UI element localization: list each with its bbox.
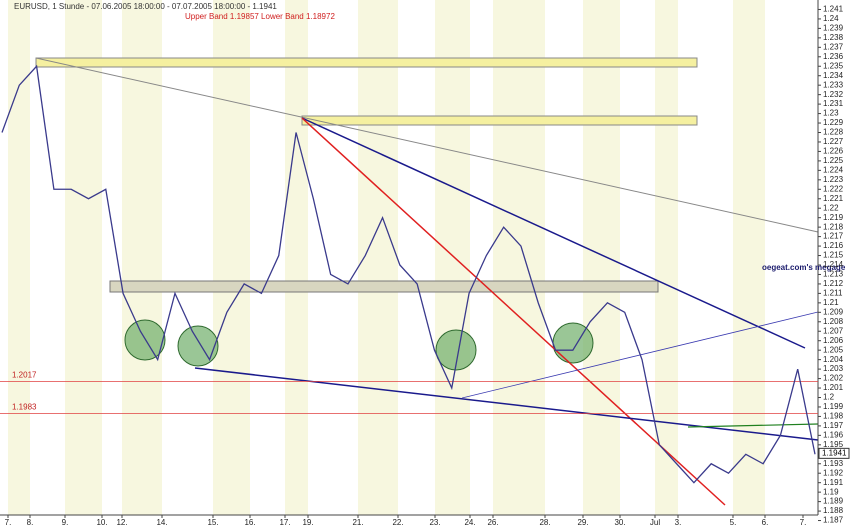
last-price-box xyxy=(818,447,850,459)
resistance-box xyxy=(35,57,698,68)
y-tick-label: 1.21 xyxy=(823,298,839,307)
x-tick-label: Jul xyxy=(650,518,660,527)
y-tick-label: 1.211 xyxy=(823,289,843,298)
y-tick-label: 1.202 xyxy=(823,374,844,383)
x-tick-label: 7. xyxy=(5,518,12,527)
annotation: oegeat.com's megage xyxy=(762,263,846,272)
level-label: 1.1983 xyxy=(12,403,37,412)
day-stripes xyxy=(8,0,765,515)
y-tick-label: 1.234 xyxy=(823,71,844,80)
y-tick-label: 1.205 xyxy=(823,345,844,354)
y-tick-label: 1.204 xyxy=(823,355,844,364)
y-tick-label: 1.203 xyxy=(823,364,844,373)
y-tick-label: 1.187 xyxy=(823,516,844,525)
x-tick-label: 5. xyxy=(730,518,737,527)
y-tick-label: 1.228 xyxy=(823,128,844,137)
trendlines xyxy=(35,57,819,506)
level-label: 1.2017 xyxy=(12,371,37,380)
x-tick-label: 7. xyxy=(800,518,807,527)
x-tick-label: 14. xyxy=(156,518,167,527)
x-tick-label: 23. xyxy=(429,518,440,527)
price-line xyxy=(1,64,816,484)
x-tick-label: 19. xyxy=(302,518,313,527)
y-tick-label: 1.22 xyxy=(823,203,839,212)
y-tick-label: 1.232 xyxy=(823,90,844,99)
y-tick-label: 1.219 xyxy=(823,213,844,222)
y-tick-label: 1.197 xyxy=(823,421,844,430)
y-tick-label: 1.188 xyxy=(823,506,844,515)
y-tick-label: 1.223 xyxy=(823,175,844,184)
y-tick-label: 1.24 xyxy=(823,14,839,23)
x-tick-label: 22. xyxy=(392,518,403,527)
y-tick-label: 1.19 xyxy=(823,487,839,496)
y-tick-label: 1.208 xyxy=(823,317,844,326)
y-tick-label: 1.198 xyxy=(823,412,844,421)
y-tick-label: 1.201 xyxy=(823,383,844,392)
x-tick-label: 29. xyxy=(577,518,588,527)
y-tick-label: 1.224 xyxy=(823,165,844,174)
y-tick-label: 1.216 xyxy=(823,241,844,250)
x-tick-label: 15. xyxy=(207,518,218,527)
y-tick-label: 1.215 xyxy=(823,251,844,260)
resistance-box xyxy=(301,115,698,126)
y-tick-label: 1.206 xyxy=(823,336,844,345)
y-tick-label: 1.195 xyxy=(823,440,844,449)
y-tick-label: 1.236 xyxy=(823,52,844,61)
y-tick-label: 1.192 xyxy=(823,468,844,477)
y-tick-label: 1.225 xyxy=(823,156,844,165)
y-tick-label: 1.229 xyxy=(823,118,844,127)
x-tick-label: 30. xyxy=(614,518,625,527)
x-tick-label: 21. xyxy=(352,518,363,527)
x-tick-label: 8. xyxy=(27,518,34,527)
y-tick-label: 1.233 xyxy=(823,80,844,89)
y-tick-label: 1.196 xyxy=(823,430,844,439)
x-tick-label: 9. xyxy=(62,518,69,527)
x-tick-label: 17. xyxy=(279,518,290,527)
y-tick-label: 1.241 xyxy=(823,5,844,14)
x-tick-label: 26. xyxy=(487,518,498,527)
x-tick-label: 6. xyxy=(762,518,769,527)
y-tick-label: 1.193 xyxy=(823,459,844,468)
chart-title: EURUSD, 1 Stunde - 07.06.2005 18:00:00 -… xyxy=(14,2,277,11)
y-tick-label: 1.213 xyxy=(823,270,844,279)
support-box xyxy=(109,280,659,293)
x-tick-label: 24. xyxy=(464,518,475,527)
y-tick-label: 1.189 xyxy=(823,497,844,506)
y-tick-label: 1.209 xyxy=(823,307,844,316)
y-tick-label: 1.238 xyxy=(823,33,844,42)
x-tick-label: 3. xyxy=(675,518,682,527)
chart-subtitle: Upper Band 1.19857 Lower Band 1.18972 xyxy=(185,12,335,21)
x-tick-label: 10. xyxy=(96,518,107,527)
x-tick-label: 28. xyxy=(539,518,550,527)
y-tick-label: 1.222 xyxy=(823,184,844,193)
y-tick-label: 1.207 xyxy=(823,326,844,335)
y-tick-label: 1.235 xyxy=(823,61,844,70)
y-tick-label: 1.212 xyxy=(823,279,844,288)
y-tick-label: 1.191 xyxy=(823,478,844,487)
y-tick-label: 1.239 xyxy=(823,24,844,33)
y-tick-label: 1.214 xyxy=(823,260,844,269)
y-tick-label: 1.237 xyxy=(823,42,844,51)
y-tick-label: 1.23 xyxy=(823,109,839,118)
y-tick-label: 1.226 xyxy=(823,147,844,156)
y-tick-label: 1.199 xyxy=(823,402,844,411)
x-tick-label: 12. xyxy=(116,518,127,527)
y-tick-label: 1.217 xyxy=(823,232,844,241)
y-tick-label: 1.227 xyxy=(823,137,844,146)
last-price-label: 1.1941 xyxy=(822,448,847,457)
y-tick-label: 1.231 xyxy=(823,99,844,108)
y-tick-label: 1.2 xyxy=(823,393,835,402)
x-tick-label: 16. xyxy=(244,518,255,527)
y-tick-label: 1.221 xyxy=(823,194,844,203)
y-tick-label: 1.218 xyxy=(823,222,844,231)
